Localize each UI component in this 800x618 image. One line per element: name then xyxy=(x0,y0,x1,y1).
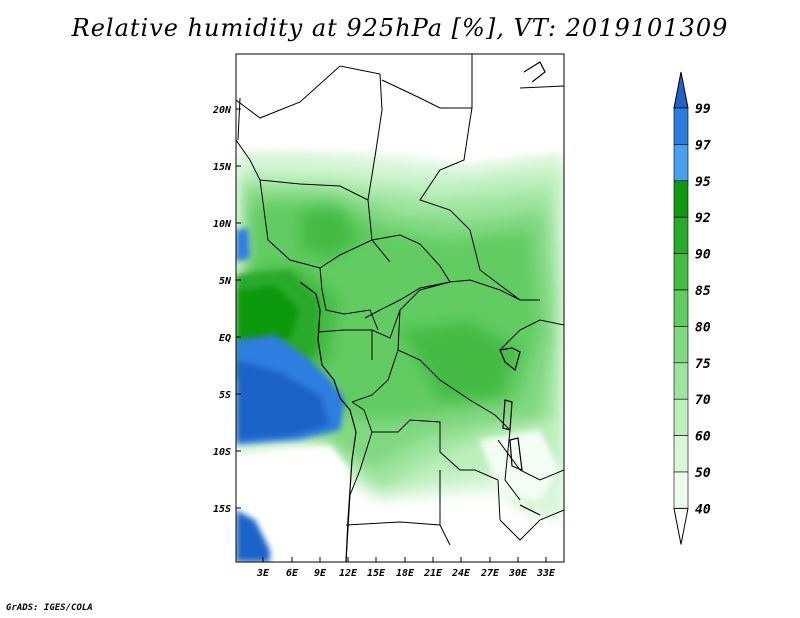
lat-tick-label: 20N xyxy=(212,105,241,116)
colorbar-bottom-arrow xyxy=(673,507,689,545)
lon-label: 21E xyxy=(423,568,443,579)
colorbar-swatch xyxy=(673,471,689,509)
lat-label: 5N xyxy=(219,276,232,287)
colorbar-swatch xyxy=(673,362,689,400)
colorbar-swatch xyxy=(673,180,689,218)
lon-label: 24E xyxy=(451,568,471,579)
lat-label: 5S xyxy=(219,390,231,401)
colorbar-swatch xyxy=(673,398,689,436)
colorbar-label: 80 xyxy=(695,320,711,335)
longitude-axis: 3E 6E 9E 12E 15E 18E 21E 24E 27E 30E 33E xyxy=(256,557,556,579)
lon-label: 18E xyxy=(396,568,415,579)
colorbar-label: 90 xyxy=(695,248,711,263)
lon-label: 6E xyxy=(286,568,299,579)
lat-label: 10S xyxy=(213,447,231,458)
chart-title: Relative humidity at 925hPa [%], VT: 201… xyxy=(71,14,729,42)
country-borders xyxy=(236,54,564,562)
humidity-field xyxy=(236,54,564,562)
colorbar-swatch xyxy=(673,289,689,327)
map-frame xyxy=(235,53,565,563)
colorbar-legend: 99 97 95 92 90 85 80 75 70 60 50 40 xyxy=(673,71,711,545)
colorbar-swatch xyxy=(673,144,689,182)
colorbar-label: 60 xyxy=(695,430,711,445)
lon-label: 9E xyxy=(314,568,327,579)
lat-label: 15N xyxy=(213,162,232,173)
lat-label: 10N xyxy=(213,219,232,230)
colorbar-label: 50 xyxy=(695,466,711,481)
colorbar-label: 40 xyxy=(695,502,711,517)
colorbar-swatch xyxy=(673,216,689,254)
colorbar-top-arrow xyxy=(673,71,689,109)
colorbar-label: 75 xyxy=(695,357,711,372)
colorbar-label: 92 xyxy=(695,211,711,226)
colorbar-swatch xyxy=(673,435,689,473)
colorbar-label: 70 xyxy=(695,393,711,408)
colorbar-swatch xyxy=(673,326,689,364)
lon-label: 33E xyxy=(536,568,556,579)
colorbar-swatch xyxy=(673,107,689,145)
colorbar-label: 97 xyxy=(695,138,711,153)
lat-label: EQ xyxy=(219,333,231,344)
latitude-axis: 20N 15N 10N 5N EQ 5S 10S 15S xyxy=(212,105,241,515)
colorbar-swatch xyxy=(673,253,689,291)
lon-label: 15E xyxy=(367,568,386,579)
lon-label: 3E xyxy=(256,568,270,579)
lon-label: 30E xyxy=(508,568,528,579)
colorbar-label: 99 xyxy=(695,102,711,117)
lat-label: 20N xyxy=(212,105,232,116)
colorbar-label: 85 xyxy=(695,284,711,299)
lat-label: 15S xyxy=(213,504,231,515)
lon-label: 12E xyxy=(339,568,358,579)
grads-credit: GrADS: IGES/COLA xyxy=(6,603,93,613)
lon-label: 27E xyxy=(480,568,500,579)
colorbar-label: 95 xyxy=(695,175,711,190)
